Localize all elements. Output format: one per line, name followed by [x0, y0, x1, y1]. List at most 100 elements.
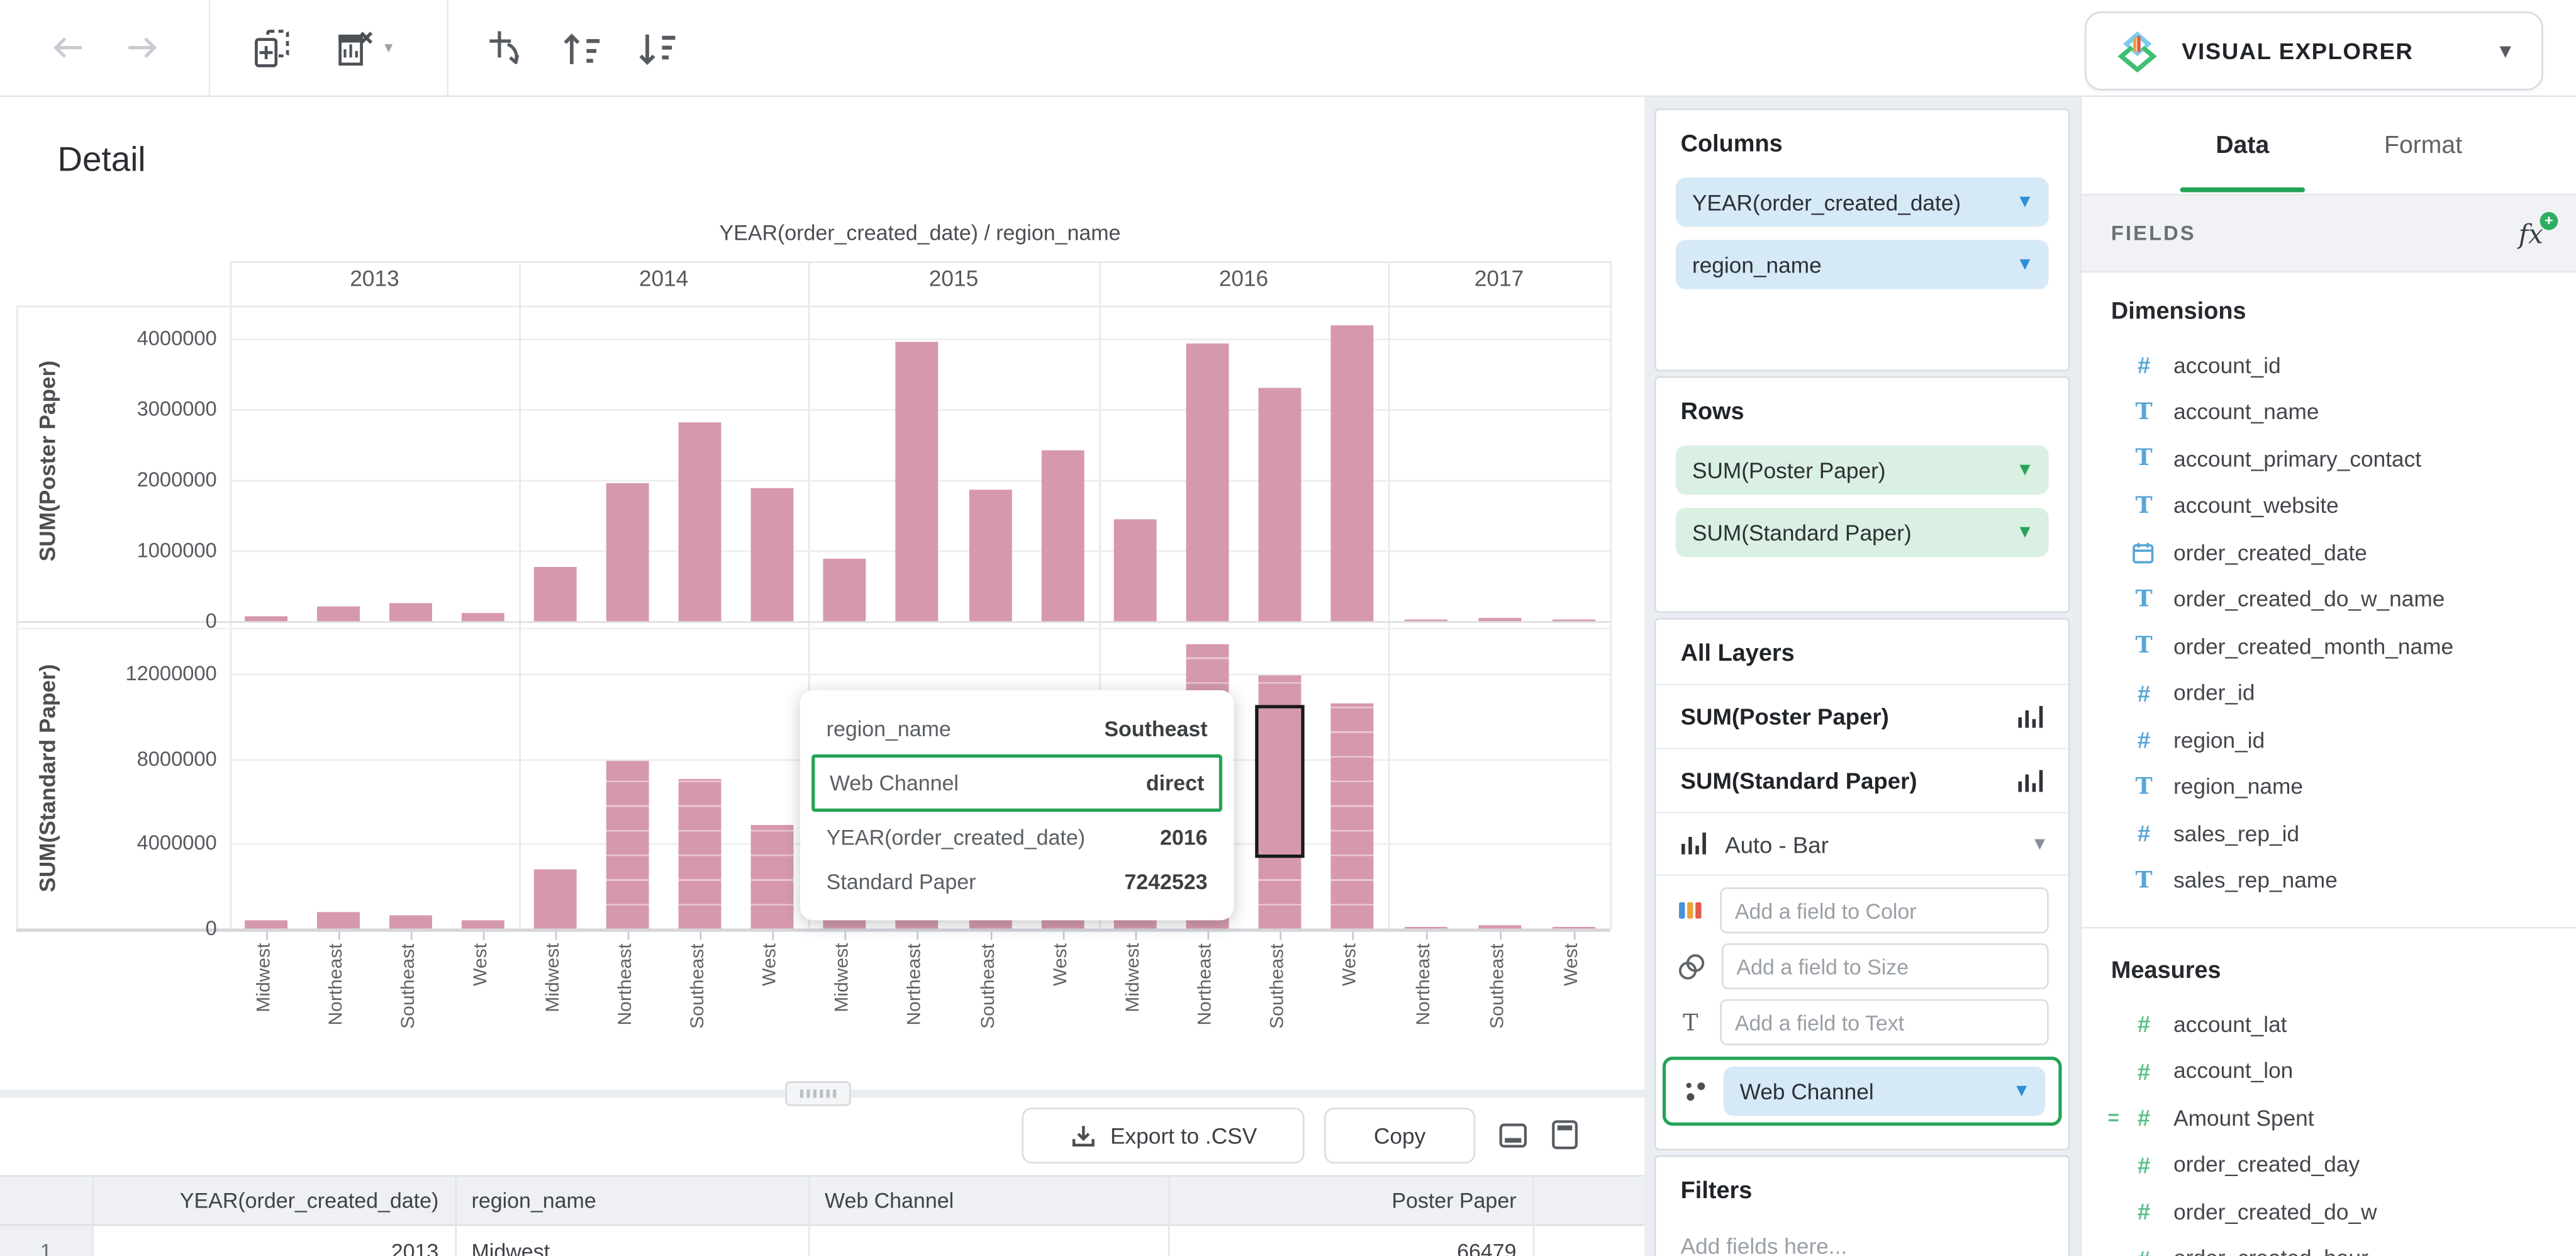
maximize-icon[interactable]: [1551, 1119, 1578, 1150]
bar-2016-midwest[interactable]: [1113, 519, 1157, 622]
table-cell[interactable]: 66479: [1168, 1226, 1533, 1256]
add-calculated-field-icon[interactable]: fx +: [2519, 211, 2558, 249]
clear-chart-caret-icon[interactable]: ▾: [384, 39, 393, 58]
copy-button[interactable]: Copy: [1324, 1107, 1476, 1164]
bar-2016-west[interactable]: [1330, 703, 1374, 929]
text-field-icon: T: [2135, 633, 2153, 659]
bar-2013-northeast[interactable]: [317, 607, 360, 622]
minimize-icon[interactable]: [1498, 1123, 1528, 1149]
bar-2017-northeast[interactable]: [1403, 619, 1447, 622]
columns-pill-year-order-created-date-[interactable]: YEAR(order_created_date) ▼: [1675, 177, 2049, 227]
add-field-to-size-dropzone[interactable]: Add a field to Size: [1721, 943, 2049, 990]
table-header-1[interactable]: YEAR(order_created_date): [92, 1175, 455, 1226]
table-cell[interactable]: [808, 1226, 1168, 1256]
clear-chart-icon[interactable]: [328, 23, 377, 72]
mark-type-dropdown[interactable]: Auto - Bar ▼: [1656, 812, 2069, 874]
year-column-label: 2015: [928, 266, 979, 291]
bar-2015-west[interactable]: [1041, 451, 1084, 622]
export-csv-button[interactable]: Export to .CSV: [1022, 1107, 1305, 1164]
bar-2017-west[interactable]: [1551, 926, 1595, 929]
bar-2014-northeast[interactable]: [606, 483, 649, 622]
field-region-id[interactable]: # region_id: [2082, 717, 2576, 763]
field-account-id[interactable]: # account_id: [2082, 342, 2576, 388]
back-icon[interactable]: [43, 23, 92, 72]
field-order-created-hour[interactable]: #order_created_hour: [2082, 1235, 2576, 1256]
app-switcher-button[interactable]: VISUAL EXPLORER ▼: [2085, 11, 2543, 91]
sort-ascending-icon[interactable]: [555, 23, 605, 72]
rows-shelf: Rows SUM(Poster Paper) ▼ SUM(Standard Pape…: [1654, 376, 2070, 614]
table-cell[interactable]: 2013: [92, 1226, 455, 1256]
bar-2013-southeast[interactable]: [389, 914, 432, 929]
x-axis-tick: [266, 931, 268, 939]
x-axis-label-midwest: Midwest: [254, 943, 275, 1013]
bar-2017-west[interactable]: [1551, 619, 1595, 622]
layer-sum-standard-paper-[interactable]: SUM(Standard Paper): [1656, 748, 2069, 812]
bar-2017-northeast[interactable]: [1403, 926, 1447, 929]
field-order-id[interactable]: # order_id: [2082, 670, 2576, 716]
bar-2013-midwest[interactable]: [245, 616, 288, 622]
bar-2014-west[interactable]: [750, 488, 794, 622]
columns-pill-region-name[interactable]: region_name ▼: [1675, 240, 2049, 289]
bar-2017-southeast[interactable]: [1478, 926, 1521, 929]
bar-2016-west[interactable]: [1330, 325, 1374, 622]
detail-pill-web-channel[interactable]: Web Channel ▼: [1723, 1066, 2046, 1116]
sort-descending-icon[interactable]: [631, 23, 680, 72]
field-sales-rep-id[interactable]: # sales_rep_id: [2082, 810, 2576, 857]
add-visualization-icon[interactable]: [247, 23, 296, 72]
field-order-created-date[interactable]: order_created_date: [2082, 529, 2576, 576]
rows-pill-sum-poster-paper-[interactable]: SUM(Poster Paper) ▼: [1675, 445, 2049, 495]
gridline: [16, 305, 18, 931]
bar-2014-west[interactable]: [750, 824, 794, 929]
bar-2013-west[interactable]: [461, 920, 505, 929]
table-cell[interactable]: Midwest: [455, 1226, 808, 1256]
measure-field-icon: #: [2137, 1152, 2151, 1178]
table-header-2[interactable]: region_name: [455, 1175, 808, 1226]
bar-2013-northeast[interactable]: [317, 911, 360, 929]
table-header-4[interactable]: Poster Paper: [1168, 1175, 1533, 1226]
splitter[interactable]: [0, 1081, 1645, 1106]
bar-2013-southeast[interactable]: [389, 603, 432, 622]
splitter-grip-icon[interactable]: [785, 1081, 851, 1106]
bar-2014-southeast[interactable]: [678, 422, 722, 622]
bar-2015-midwest[interactable]: [823, 559, 866, 622]
rows-pill-sum-standard-paper-[interactable]: SUM(Standard Paper) ▼: [1675, 507, 2049, 558]
field-amount-spent[interactable]: = # Amount Spent: [2107, 1104, 2314, 1131]
field-account-lon[interactable]: # account_lon: [2082, 1048, 2576, 1094]
field-account-lat[interactable]: # account_lat: [2082, 1001, 2576, 1047]
field-order-created-do-w[interactable]: # order_created_do_w: [2082, 1188, 2576, 1235]
selected-bar-segment[interactable]: [1255, 704, 1305, 859]
add-field-to-color-dropzone[interactable]: Add a field to Color: [1720, 887, 2049, 934]
bar-2016-southeast[interactable]: [1258, 388, 1302, 622]
bar-2014-northeast[interactable]: [606, 760, 649, 929]
bar-2015-southeast[interactable]: [968, 489, 1012, 622]
app-switcher-label: VISUAL EXPLORER: [2182, 38, 2414, 64]
bar-2015-northeast[interactable]: [896, 342, 939, 622]
bar-2014-midwest[interactable]: [533, 868, 577, 929]
table-header-3[interactable]: Web Channel: [808, 1175, 1168, 1226]
text-field-icon: T: [2135, 398, 2153, 425]
bar-2014-southeast[interactable]: [678, 780, 722, 929]
bar-2013-midwest[interactable]: [245, 921, 288, 929]
gridline: [16, 928, 1610, 931]
bar-2017-southeast[interactable]: [1478, 617, 1521, 622]
layer-sum-poster-paper-[interactable]: SUM(Poster Paper): [1656, 683, 2069, 748]
tab-data[interactable]: Data: [2216, 130, 2270, 159]
number-field-icon: #: [2137, 352, 2151, 379]
bar-2016-northeast[interactable]: [1186, 342, 1229, 622]
bar-2014-midwest[interactable]: [533, 566, 577, 622]
forward-icon[interactable]: [118, 23, 167, 72]
field-order-created-day[interactable]: # order_created_day: [2082, 1141, 2576, 1188]
y-axis-tick-label: 0: [205, 917, 217, 940]
filters-placeholder[interactable]: Add fields here...: [1680, 1234, 1848, 1256]
swap-axes-icon[interactable]: [481, 23, 530, 72]
tab-format[interactable]: Format: [2384, 130, 2463, 159]
bar-2013-west[interactable]: [461, 612, 505, 622]
add-field-to-text-dropzone[interactable]: Add a field to Text: [1720, 999, 2049, 1045]
